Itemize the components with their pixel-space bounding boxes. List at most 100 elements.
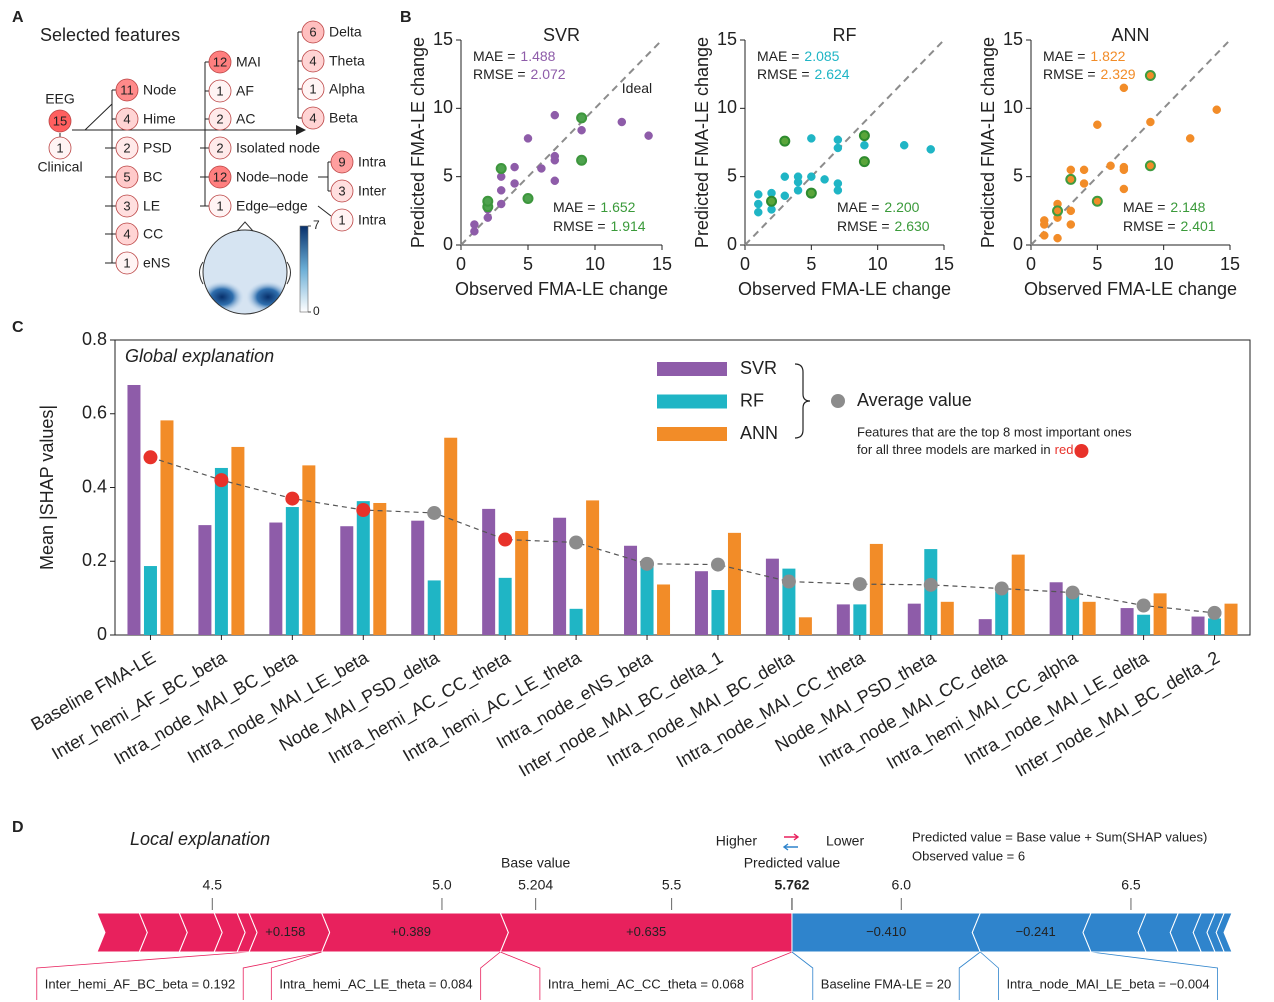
point: [793, 186, 803, 195]
higher-label: Higher: [716, 833, 758, 849]
metric-label: MAE =: [553, 199, 595, 215]
bar: [853, 604, 867, 635]
point: [805, 187, 817, 199]
colorbar-label: 0: [313, 304, 320, 318]
panel-label: A: [12, 9, 24, 26]
y-tick-label: 5: [1013, 165, 1023, 185]
count-label: 1: [56, 140, 63, 155]
chart-title: RF: [833, 25, 857, 45]
connector: [317, 205, 332, 217]
metric: MAE = 1.488: [473, 48, 556, 64]
metric-value: 2.401: [1181, 218, 1216, 234]
point: [1066, 220, 1076, 229]
metric-value: 2.072: [531, 66, 566, 82]
direction-arrow: [782, 843, 798, 851]
predicted-value: 5.762: [774, 877, 809, 893]
chart-title: Global explanation: [125, 346, 274, 366]
point: [523, 134, 533, 143]
count-circle: [330, 179, 354, 203]
segment-label: −0.241: [1016, 924, 1056, 939]
count-label: 1: [309, 81, 316, 96]
count-label: 3: [123, 198, 130, 213]
legend-label: Average value: [857, 390, 972, 410]
bar: [711, 590, 725, 635]
point: [858, 156, 870, 168]
count-circle: [208, 136, 232, 160]
base-value: 5.204: [518, 877, 553, 893]
node-label: Beta: [329, 110, 358, 126]
point: [1119, 83, 1129, 93]
average-point: [1207, 605, 1222, 620]
segment-label: −0.410: [866, 924, 906, 939]
metric-label: RMSE =: [1043, 66, 1096, 82]
bar: [1224, 603, 1238, 635]
bar: [160, 420, 174, 635]
note-highlight: red: [1055, 442, 1074, 457]
bar: [694, 571, 708, 635]
point: [617, 117, 627, 127]
node-label: AF: [236, 83, 254, 99]
point: [1066, 165, 1076, 175]
point: [1040, 231, 1049, 240]
average-point: [214, 473, 229, 488]
average-point: [994, 581, 1009, 596]
metric: RMSE = 2.072: [473, 66, 566, 82]
metric-label: RMSE =: [757, 66, 810, 82]
bar: [553, 517, 567, 635]
count-label: 1: [123, 255, 130, 270]
y-tick-label: 0.4: [82, 476, 107, 496]
y-tick-label: 0.8: [82, 329, 107, 349]
legend-brace: [794, 363, 811, 439]
legend-swatch: [657, 362, 727, 376]
y-axis-label: Predicted FMA-LE change: [692, 37, 712, 248]
metric-label: RMSE =: [837, 218, 890, 234]
x-tick-label: 10: [585, 254, 605, 274]
point: [858, 130, 870, 142]
panel-label: C: [12, 319, 24, 336]
feature-connector: [791, 951, 814, 1000]
count-label: 2: [123, 140, 130, 155]
count-label: 1: [338, 212, 345, 227]
x-tick-label: 5: [806, 254, 816, 274]
bar: [143, 566, 157, 635]
point: [482, 195, 494, 207]
point: [1146, 117, 1155, 127]
y-tick-label: 15: [1003, 29, 1023, 49]
point: [1185, 134, 1195, 143]
count-label: 4: [309, 53, 316, 68]
count-label: 4: [309, 110, 316, 125]
point: [793, 177, 803, 187]
count-label: 5: [123, 169, 130, 184]
metric-value: 2.329: [1101, 66, 1136, 82]
point: [1212, 105, 1221, 114]
bar: [640, 561, 654, 635]
count-label: 2: [216, 111, 223, 126]
legend-swatch: [657, 394, 727, 409]
count-circle: [115, 78, 139, 102]
bar: [269, 522, 283, 635]
panel-label: D: [12, 819, 24, 836]
x-tick-label: 5: [1092, 254, 1102, 274]
bar: [285, 507, 299, 635]
metric-label: RMSE =: [553, 218, 606, 234]
metric: RMSE = 1.914: [553, 218, 646, 234]
bar: [869, 543, 883, 635]
bar: [444, 437, 458, 635]
average-line: [150, 456, 1215, 614]
node-label: Isolated node: [236, 140, 320, 156]
y-axis-label: Predicted FMA-LE change: [978, 37, 998, 248]
bar: [198, 525, 212, 635]
node-label: CC: [143, 226, 163, 242]
metric-value: 1.822: [1090, 48, 1125, 64]
node-label: Inter: [358, 183, 386, 199]
metric-label: RMSE =: [1123, 218, 1176, 234]
metric: MAE = 1.652: [553, 199, 636, 215]
node-label: Clinical: [37, 159, 82, 175]
point: [550, 176, 560, 186]
point: [496, 199, 506, 209]
shap-segment: [1082, 912, 1147, 953]
bar: [427, 580, 441, 635]
metric-value: 1.488: [520, 48, 555, 64]
count-circle: [115, 136, 139, 160]
x-tick-label: 6.5: [1121, 877, 1141, 893]
